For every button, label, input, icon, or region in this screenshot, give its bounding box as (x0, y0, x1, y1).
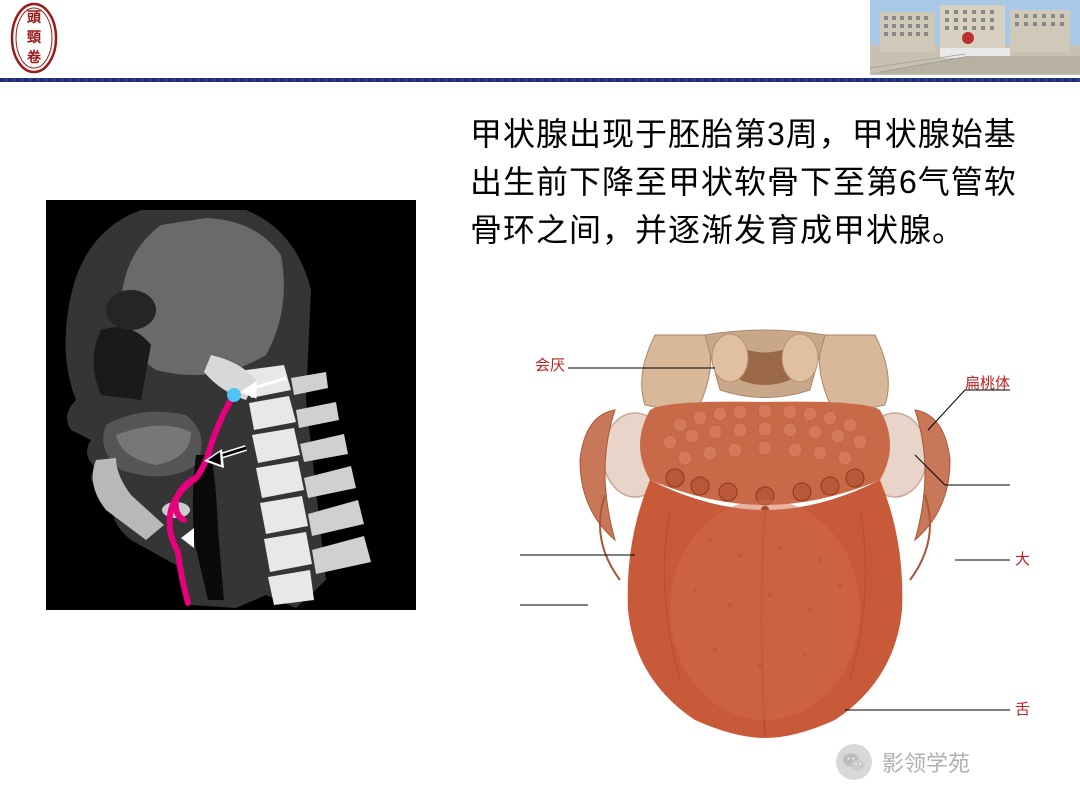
label-da: 大 (1015, 548, 1030, 569)
ct-sagittal-image (46, 200, 416, 610)
label-she: 舌 (1015, 698, 1030, 719)
svg-text:頸: 頸 (27, 29, 42, 45)
label-tonsil: 扁桃体 (965, 372, 1010, 393)
hospital-building-icon (870, 0, 1080, 75)
header-divider (0, 78, 1080, 82)
svg-text:卷: 卷 (26, 49, 42, 65)
tongue-anatomy-figure: 会厌 扁桃体 大 舌 (520, 310, 1050, 740)
svg-text:頭: 頭 (27, 9, 42, 25)
watermark: 影领学苑 (836, 744, 970, 780)
main-paragraph: 甲状腺出现于胚胎第3周，甲状腺始基出生前下降至甲状软骨下至第6气管软骨环之间，并… (470, 110, 1040, 254)
watermark-text: 影领学苑 (882, 746, 970, 778)
label-epiglottis: 会厌 (535, 354, 565, 375)
logo-seal-icon: 頭 頸 卷 (10, 2, 58, 74)
slide-header: 頭 頸 卷 (0, 0, 1080, 80)
wechat-icon (836, 744, 872, 780)
